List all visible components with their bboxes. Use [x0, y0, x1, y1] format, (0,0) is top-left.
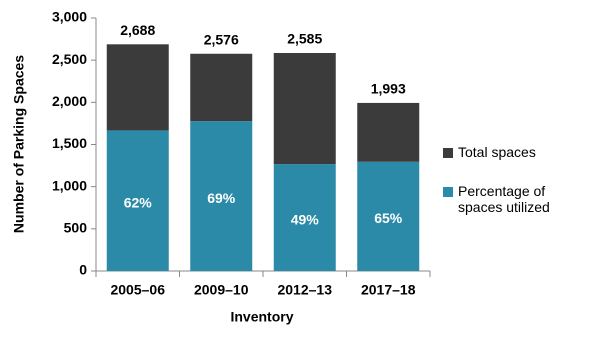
y-axis-label: Number of Parking Spaces [11, 55, 27, 233]
y-tick-label: 500 [64, 220, 88, 236]
y-tick-label: 1,500 [52, 135, 87, 151]
legend-swatch [443, 187, 453, 197]
bar-segment [357, 161, 420, 271]
legend-entry: Total spaces [443, 144, 568, 160]
bar-segment [106, 44, 169, 131]
total-label: 1,993 [371, 81, 406, 97]
percent-label: 69% [207, 190, 236, 206]
bar-segment [273, 164, 336, 271]
legend-swatch [443, 148, 453, 158]
legend-label: Total spaces [458, 144, 536, 160]
percent-label: 65% [374, 210, 403, 226]
x-tick-label: 2012–13 [277, 282, 332, 298]
y-tick-label: 0 [79, 262, 87, 278]
y-tick-label: 2,000 [52, 93, 87, 109]
bar-segment [357, 102, 420, 162]
x-tick-label: 2005–06 [110, 282, 165, 298]
legend-entry: Percentage of spaces utilized [443, 183, 568, 215]
bar-segment [190, 53, 253, 122]
x-tick-label: 2017–18 [361, 282, 416, 298]
total-label: 2,688 [120, 22, 155, 38]
bar-segment [106, 130, 169, 271]
total-label: 2,576 [204, 31, 239, 47]
percent-label: 62% [124, 194, 153, 210]
y-tick-label: 1,000 [52, 177, 87, 193]
x-tick-label: 2009–10 [194, 282, 249, 298]
y-tick-label: 2,500 [52, 51, 87, 67]
bar-segment [273, 52, 336, 165]
legend-label: Percentage of spaces utilized [458, 183, 550, 215]
total-label: 2,585 [287, 31, 322, 47]
bar-segment [190, 121, 253, 271]
y-tick-label: 3,000 [52, 9, 87, 25]
x-axis-label: Inventory [230, 309, 293, 325]
percent-label: 49% [291, 211, 320, 227]
